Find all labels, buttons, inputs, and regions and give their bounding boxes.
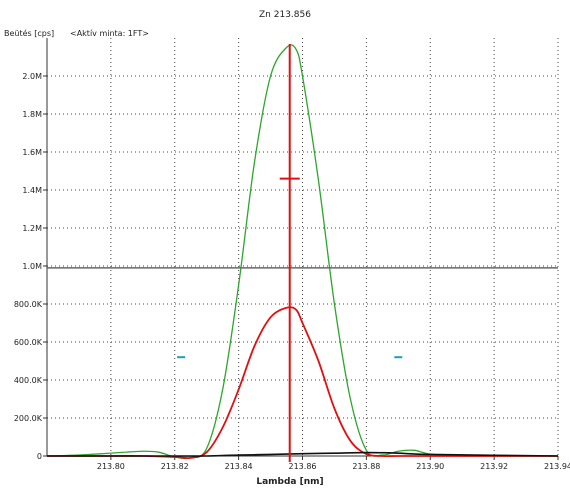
y-tick-label: 1.2M bbox=[22, 224, 42, 233]
x-tick-label: 213.84 bbox=[225, 462, 253, 471]
x-tick-label: 213.80 bbox=[97, 462, 125, 471]
grid bbox=[43, 38, 559, 460]
y-tick-label: 1.0M bbox=[22, 262, 42, 271]
x-tick-label: 213.86 bbox=[289, 462, 317, 471]
y-tick-label: 400.0K bbox=[14, 376, 43, 385]
x-tick-label: 213.94 bbox=[544, 462, 570, 471]
series-line-3 bbox=[47, 451, 559, 457]
tick-labels: 0 200.0K 400.0K 600.0K 800.0K 1.0M 1.2M 1.4M 1.6… bbox=[14, 72, 570, 471]
y-tick-label: 800.0K bbox=[14, 300, 43, 309]
series-line-2 bbox=[47, 306, 558, 460]
y-tick-label: 1.8M bbox=[22, 110, 42, 119]
y-tick-label: 600.0K bbox=[14, 338, 43, 347]
y-axis-label: Beütés [cps] bbox=[4, 28, 54, 38]
series bbox=[46, 44, 559, 460]
chart-subtitle: <Aktív minta: 1FT> bbox=[70, 29, 149, 38]
markers bbox=[47, 44, 558, 462]
x-tick-label: 213.90 bbox=[416, 462, 444, 471]
y-tick-label: 200.0K bbox=[14, 414, 43, 423]
x-axis-label: Lambda [nm] bbox=[256, 477, 323, 487]
x-tick-label: 213.82 bbox=[161, 462, 189, 471]
chart-title: Zn 213.856 bbox=[259, 10, 311, 20]
x-tick-label: 213.92 bbox=[480, 462, 508, 471]
y-tick-label: 1.4M bbox=[22, 186, 42, 195]
y-tick-label: 1.6M bbox=[22, 148, 42, 157]
y-tick-label: 2.0M bbox=[22, 72, 42, 81]
y-tick-label: 0 bbox=[37, 452, 42, 461]
x-tick-label: 213.88 bbox=[352, 462, 380, 471]
